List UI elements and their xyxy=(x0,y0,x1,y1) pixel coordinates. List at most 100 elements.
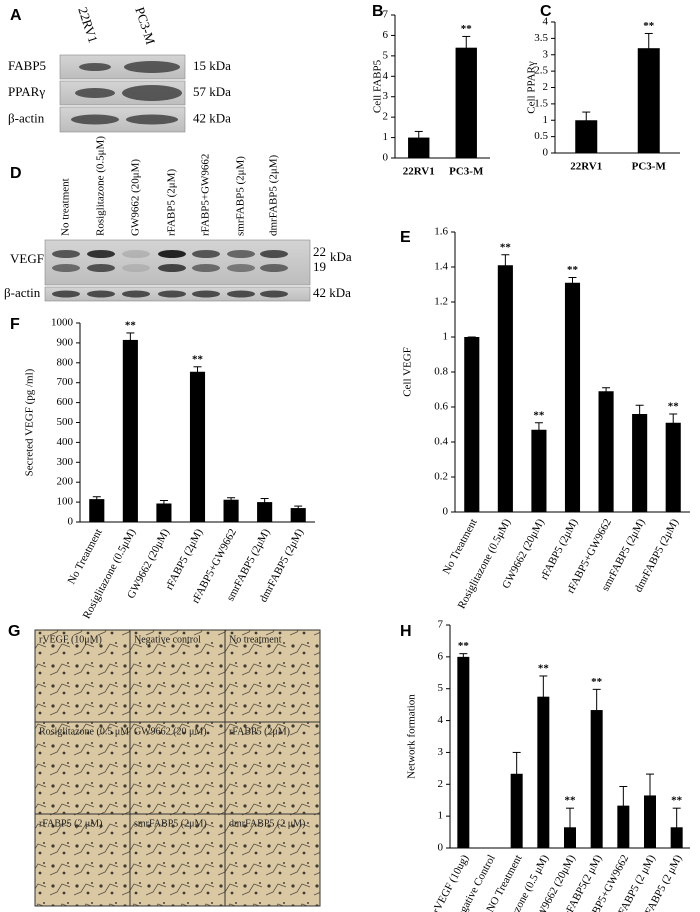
y-tick-label: 2.5 xyxy=(534,65,548,77)
error-bar xyxy=(92,496,101,502)
y-axis-label: Cell FABP5 xyxy=(372,59,384,113)
size-label: 15 kDa xyxy=(193,58,231,73)
blot-band xyxy=(192,290,220,298)
panel-label: C xyxy=(540,3,552,20)
error-bar xyxy=(193,366,202,377)
y-tick-label: 0 xyxy=(383,152,389,164)
blot-strip xyxy=(44,239,311,286)
y-tick-label: 4 xyxy=(438,714,444,726)
blot-band xyxy=(260,290,288,298)
significance: ** xyxy=(125,319,137,331)
y-tick-label: 1.6 xyxy=(434,226,448,238)
panel-label: E xyxy=(400,229,411,246)
y-tick-label: 3 xyxy=(438,746,444,758)
error-bar xyxy=(227,497,236,502)
bar xyxy=(632,414,648,512)
lane-label: GW9662 (20μM) xyxy=(130,159,142,236)
y-tick-label: 3 xyxy=(383,90,389,102)
error-bar xyxy=(462,35,471,59)
error-bar xyxy=(635,404,644,423)
y-tick-label: 0.8 xyxy=(434,366,448,378)
bar xyxy=(156,503,172,522)
bar xyxy=(257,502,273,522)
blot-band xyxy=(158,290,186,298)
error-bar xyxy=(294,505,303,511)
error-bar xyxy=(619,786,628,825)
y-tick-label: 1 xyxy=(543,114,549,126)
lane-label: PC3-M xyxy=(132,5,158,46)
y-tick-label: 0 xyxy=(68,516,74,528)
x-tick-label: No Treatment xyxy=(441,517,480,576)
blot-band xyxy=(87,264,115,272)
size-label: 42 kDa xyxy=(313,285,351,300)
blot-band xyxy=(126,114,178,125)
size-label: 19 xyxy=(313,259,326,274)
bar xyxy=(89,499,105,522)
error-bar xyxy=(414,130,423,144)
bar xyxy=(122,339,138,522)
error-bar xyxy=(459,653,468,661)
error-bar xyxy=(602,387,611,395)
y-tick-label: 500 xyxy=(57,416,74,428)
error-bar xyxy=(159,500,168,507)
panel-label: D xyxy=(10,165,22,182)
lane-label: rFABP5 (2μM) xyxy=(166,169,178,236)
significance: ** xyxy=(461,23,473,35)
panel-label: F xyxy=(10,316,20,333)
bar xyxy=(564,282,581,512)
bar xyxy=(223,499,239,522)
blot-band xyxy=(227,250,255,258)
micrograph xyxy=(224,813,321,907)
y-tick-label: 1.4 xyxy=(434,261,448,273)
y-tick-label: 0.6 xyxy=(434,401,448,413)
blot-band xyxy=(52,250,80,258)
blot-band xyxy=(75,88,115,98)
error-bar xyxy=(539,675,548,718)
error-bar xyxy=(512,751,521,796)
bar xyxy=(637,48,660,154)
bar xyxy=(455,47,477,158)
size-label: 42 kDa xyxy=(193,110,231,125)
panel-label: B xyxy=(372,3,384,20)
lane-label: No treatment xyxy=(60,178,72,236)
bar xyxy=(644,795,656,848)
y-tick-label: 0.2 xyxy=(434,471,448,483)
significance: ** xyxy=(565,795,577,807)
y-tick-label: 800 xyxy=(57,356,74,368)
error-bar xyxy=(669,413,678,432)
y-axis-label: Network formation xyxy=(406,694,418,779)
micrograph xyxy=(34,721,131,815)
y-tick-label: 7 xyxy=(383,9,389,21)
error-bar xyxy=(534,422,543,437)
bar xyxy=(497,265,513,512)
significance: ** xyxy=(591,676,603,688)
error-bar xyxy=(582,111,591,129)
blot-band xyxy=(158,264,186,272)
bar xyxy=(531,429,547,512)
y-tick-label: 100 xyxy=(57,496,74,508)
bar xyxy=(617,805,630,848)
blot-band xyxy=(79,63,111,71)
x-tick-label: 22RV1 xyxy=(570,161,602,173)
error-bar xyxy=(644,32,653,63)
blot-band xyxy=(158,250,186,258)
row-label: PPARγ xyxy=(8,84,45,99)
y-tick-label: 900 xyxy=(57,336,74,348)
significance: ** xyxy=(567,264,579,276)
y-tick-label: 4 xyxy=(543,16,549,28)
bar xyxy=(575,120,598,153)
bar xyxy=(510,773,523,848)
blot-band xyxy=(122,250,150,258)
panel-label: A xyxy=(10,7,22,24)
micrograph-caption: rVEGF (10μM) xyxy=(39,634,102,645)
y-tick-label: 0 xyxy=(543,147,549,159)
significance: ** xyxy=(192,353,204,365)
x-tick-label: PC3-M xyxy=(449,166,484,178)
error-bar xyxy=(646,773,654,817)
y-tick-label: 0.4 xyxy=(434,436,448,448)
bar xyxy=(537,696,550,848)
micrograph-caption: Negative control xyxy=(134,634,201,645)
significance: ** xyxy=(643,20,655,32)
